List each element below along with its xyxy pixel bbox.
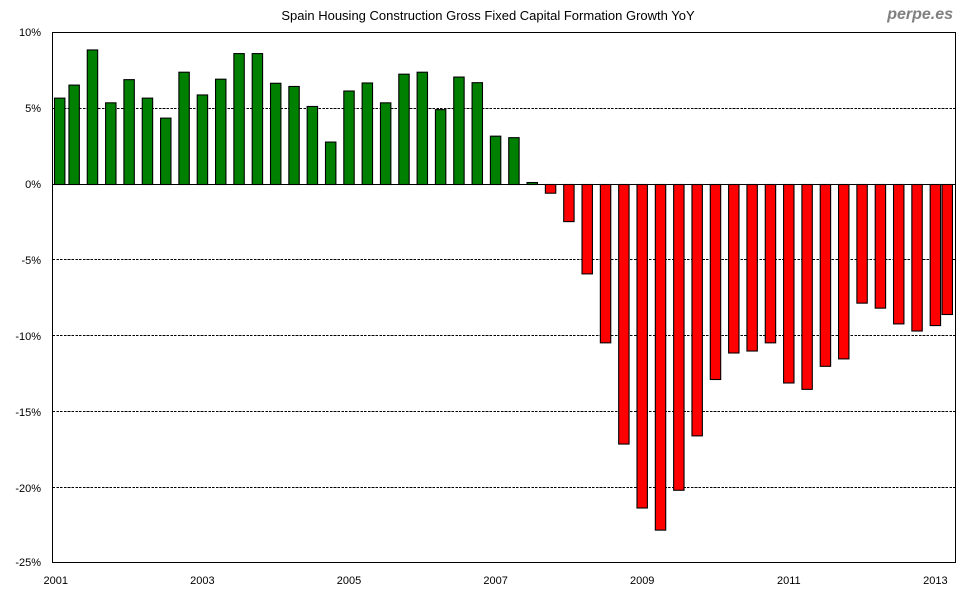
- svg-text:-20%: -20%: [15, 483, 41, 495]
- svg-text:2001: 2001: [44, 575, 68, 587]
- svg-text:2003: 2003: [190, 575, 214, 587]
- svg-text:5%: 5%: [25, 103, 41, 115]
- svg-text:2009: 2009: [630, 575, 654, 587]
- svg-text:2011: 2011: [777, 575, 801, 587]
- svg-text:-15%: -15%: [15, 407, 41, 419]
- svg-text:2013: 2013: [923, 575, 947, 587]
- svg-text:-25%: -25%: [15, 557, 41, 569]
- svg-text:perpe.es: perpe.es: [886, 6, 953, 23]
- svg-text:-5%: -5%: [21, 255, 41, 267]
- svg-text:Spain Housing Construction Gro: Spain Housing Construction Gross Fixed C…: [281, 8, 695, 23]
- svg-text:10%: 10%: [19, 27, 41, 39]
- svg-text:2005: 2005: [337, 575, 361, 587]
- svg-text:-10%: -10%: [15, 331, 41, 343]
- svg-text:2007: 2007: [483, 575, 507, 587]
- svg-text:0%: 0%: [25, 179, 41, 191]
